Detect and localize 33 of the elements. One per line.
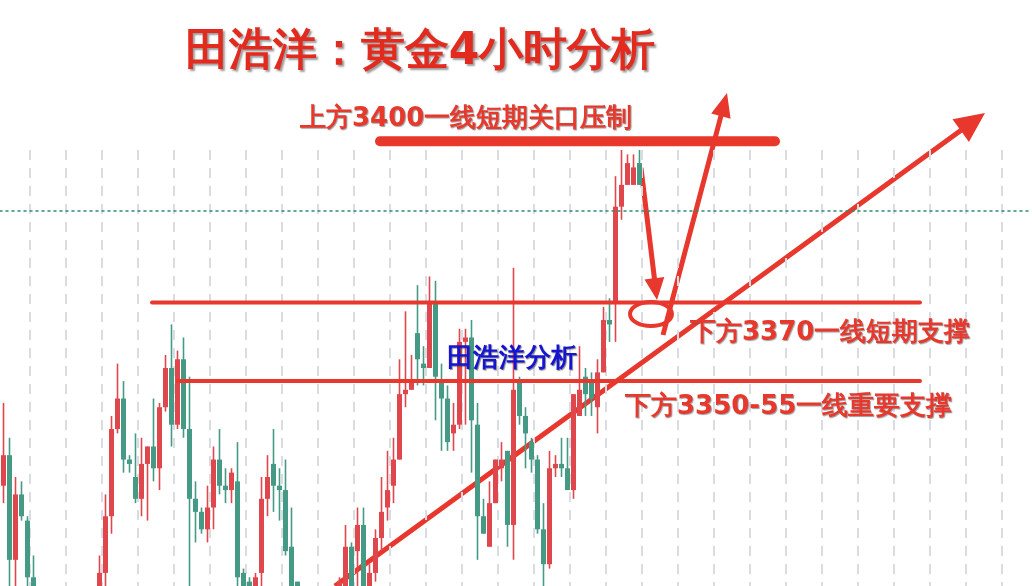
candlestick	[451, 402, 456, 452]
candlestick	[565, 436, 570, 491]
ref-line-label: 上方3400一线短期关口压制	[300, 101, 633, 134]
candlestick	[553, 454, 558, 478]
candlestick	[151, 397, 156, 483]
candlestick	[193, 480, 198, 544]
candlestick	[199, 506, 204, 535]
candlestick	[271, 428, 276, 513]
candlestick	[205, 484, 210, 544]
candlestick	[403, 310, 408, 409]
legend-label: 下方3370一线短期支撑	[690, 315, 971, 348]
candlestick	[619, 150, 624, 221]
chart-title: 田浩洋：黄金4小时分析	[183, 22, 657, 76]
ref-line-label: 下方3350-55一线重要支撑	[625, 389, 953, 422]
candlestick	[367, 563, 372, 586]
candlestick	[529, 436, 534, 474]
candlestick	[145, 445, 150, 522]
candlestick	[265, 454, 270, 518]
candlestick	[439, 362, 444, 452]
candlestick	[277, 467, 282, 522]
candlestick	[223, 467, 228, 504]
candlestick	[607, 297, 612, 343]
candlestick	[19, 480, 24, 522]
candlestick	[31, 554, 36, 586]
candlestick	[97, 554, 102, 586]
candlestick	[421, 345, 426, 387]
candlestick	[229, 467, 234, 504]
candlestick	[481, 498, 486, 535]
candlestick	[133, 432, 138, 504]
candlestick	[559, 436, 564, 478]
candlestick	[637, 150, 642, 186]
candlestick	[523, 406, 528, 470]
candlestick	[385, 450, 390, 522]
